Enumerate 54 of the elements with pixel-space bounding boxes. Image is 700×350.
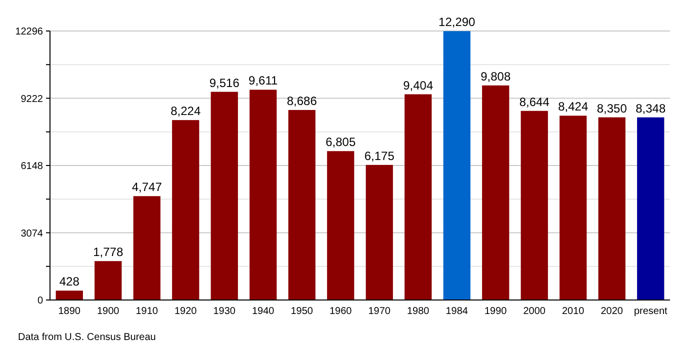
bar [210, 92, 238, 300]
data-label: 8,424 [558, 100, 588, 114]
bar [482, 85, 510, 300]
data-label: 8,348 [636, 101, 666, 116]
bar [250, 90, 277, 300]
data-label: 4,747 [132, 180, 162, 194]
x-tick-label: 2020 [600, 306, 624, 317]
data-label: 9,611 [248, 74, 278, 88]
x-tick-label: 2010 [562, 306, 585, 317]
data-label: 428 [59, 274, 80, 289]
data-label: 9,808 [480, 69, 511, 84]
x-tick-label: 1890 [58, 306, 81, 317]
data-label: 8,644 [519, 94, 550, 109]
bar [404, 94, 432, 300]
x-tick-label: 1984 [446, 306, 468, 317]
bar [366, 164, 393, 300]
data-label: 8,350 [596, 101, 628, 116]
x-tick-label: 1940 [252, 306, 275, 317]
data-label: 12,290 [438, 15, 476, 30]
bar [56, 290, 83, 300]
x-tick-label: 1910 [136, 306, 158, 317]
bar [637, 117, 664, 300]
y-tick-label: 12296 [15, 26, 44, 38]
data-label: 9,404 [403, 78, 434, 92]
x-tick-label: 1930 [213, 306, 236, 317]
bar [133, 196, 160, 300]
bar [598, 117, 626, 300]
data-label: 9,516 [209, 76, 240, 90]
data-label: 8,686 [286, 94, 318, 108]
x-tick-label: 2000 [523, 306, 546, 317]
data-label: 1,778 [93, 245, 124, 260]
y-tick-label: 0 [37, 296, 44, 306]
y-tick-label: 6148 [20, 161, 44, 172]
y-tick-label: 9222 [20, 94, 44, 105]
x-tick-label: 1990 [484, 306, 508, 317]
bar [288, 110, 316, 300]
bar [520, 110, 548, 300]
x-tick-label: 1970 [368, 306, 391, 317]
x-tick-label: 1960 [330, 306, 352, 317]
x-tick-label: 1950 [290, 306, 314, 317]
x-tick-label: 1920 [174, 306, 198, 317]
bar [94, 261, 122, 300]
data-label: 6,175 [364, 148, 395, 163]
y-tick-label: 3074 [20, 228, 44, 240]
bar [443, 31, 470, 300]
bar [560, 116, 587, 300]
x-tick-label: present [634, 306, 668, 317]
data-label: 8,224 [170, 104, 201, 118]
bar [327, 151, 354, 300]
x-tick-label: 1980 [407, 306, 430, 317]
x-tick-label: 1900 [97, 306, 120, 317]
bar [172, 120, 200, 300]
data-label: 6,805 [326, 135, 356, 150]
text: Data from U.S. Census Bureau [18, 332, 156, 343]
